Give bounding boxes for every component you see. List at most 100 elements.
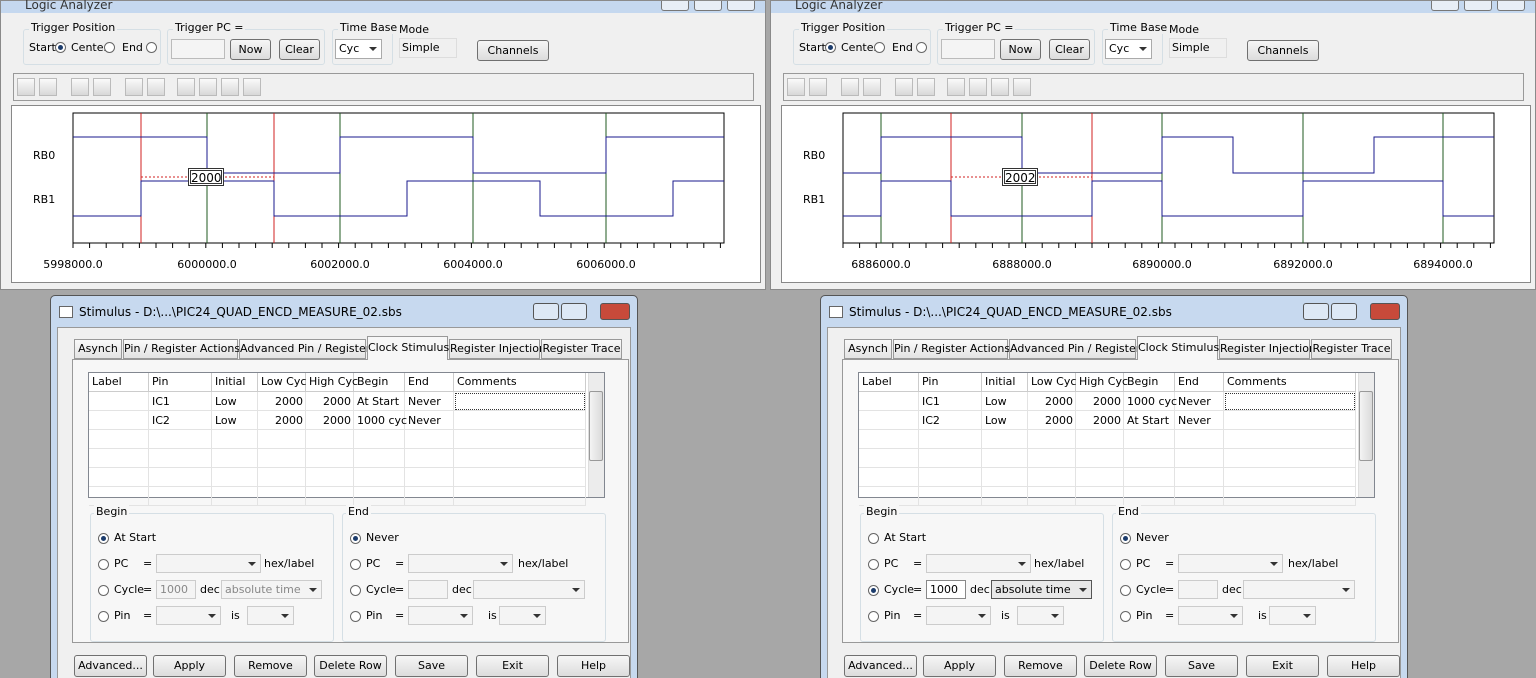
radio[interactable] (916, 42, 927, 53)
radio[interactable] (98, 533, 109, 544)
radio-label[interactable]: Never (366, 531, 399, 544)
button[interactable]: Save (1165, 655, 1238, 677)
radio[interactable] (350, 559, 361, 570)
tool-icon[interactable] (243, 78, 261, 96)
text-field[interactable]: 1000 (926, 580, 966, 599)
text-field[interactable] (408, 580, 448, 599)
window-control[interactable] (533, 303, 559, 320)
radio[interactable] (350, 585, 361, 596)
tool-icon[interactable] (177, 78, 195, 96)
combo[interactable] (408, 606, 473, 625)
window-control[interactable] (661, 1, 689, 11)
tool-icon[interactable] (947, 78, 965, 96)
tool-icon[interactable] (93, 78, 111, 96)
button[interactable]: Help (557, 655, 630, 677)
radio[interactable] (98, 559, 109, 570)
tool-icon[interactable] (841, 78, 859, 96)
button[interactable]: Advanced... (844, 655, 917, 677)
window-control[interactable] (1464, 1, 1492, 11)
tool-icon[interactable] (1013, 78, 1031, 96)
radio-label[interactable]: At Start (884, 531, 927, 544)
radio[interactable] (104, 42, 115, 53)
window-control[interactable] (1303, 303, 1329, 320)
button[interactable]: Exit (1246, 655, 1319, 677)
combo[interactable] (1178, 606, 1243, 625)
tab[interactable]: Register Injection (449, 339, 546, 359)
radio-label[interactable]: Center (71, 41, 109, 54)
tool-icon[interactable] (125, 78, 143, 96)
button[interactable]: Apply (923, 655, 996, 677)
tool-icon[interactable] (917, 78, 935, 96)
text-field[interactable]: 1000 (156, 580, 196, 599)
radio[interactable] (874, 42, 885, 53)
button[interactable]: Now (230, 39, 271, 60)
radio[interactable] (1120, 559, 1131, 570)
tool-icon[interactable] (221, 78, 239, 96)
window-control[interactable] (1497, 1, 1525, 11)
window-control[interactable] (727, 1, 755, 11)
button[interactable]: Delete Row (314, 655, 387, 677)
button[interactable]: Save (395, 655, 468, 677)
dropdown[interactable]: absolute time (221, 580, 322, 599)
radio[interactable] (1120, 585, 1131, 596)
combo[interactable] (408, 554, 513, 573)
tool-icon[interactable] (39, 78, 57, 96)
button[interactable]: Apply (153, 655, 226, 677)
radio-label[interactable]: Cycle (1136, 583, 1167, 596)
window-control[interactable] (561, 303, 587, 320)
dropdown[interactable]: absolute time (991, 580, 1092, 599)
radio-label[interactable]: PC (366, 557, 381, 570)
tool-icon[interactable] (147, 78, 165, 96)
button[interactable]: Now (1000, 39, 1041, 60)
radio[interactable] (146, 42, 157, 53)
button[interactable]: Exit (476, 655, 549, 677)
radio-label[interactable]: Center (841, 41, 879, 54)
radio-label[interactable]: Pin (366, 609, 383, 622)
window-control[interactable] (694, 1, 722, 11)
tab-active[interactable]: Clock Stimulus (1137, 336, 1219, 360)
radio-label[interactable]: Cycle (114, 583, 145, 596)
radio-label[interactable]: End (122, 41, 143, 54)
tool-icon[interactable] (199, 78, 217, 96)
button[interactable]: Clear (1049, 39, 1090, 60)
combo[interactable]: Cyc (335, 39, 382, 59)
text-field[interactable] (1178, 580, 1218, 599)
radio[interactable] (1120, 611, 1131, 622)
tool-icon[interactable] (809, 78, 827, 96)
tool-icon[interactable] (71, 78, 89, 96)
button[interactable]: Delete Row (1084, 655, 1157, 677)
radio-label[interactable]: Pin (114, 609, 131, 622)
pc-input[interactable] (171, 39, 225, 59)
radio[interactable] (350, 533, 361, 544)
button[interactable]: Remove (1004, 655, 1077, 677)
tab[interactable]: Pin / Register Actions (123, 339, 240, 359)
tab[interactable]: Advanced Pin / Register (239, 339, 370, 359)
tab[interactable]: Advanced Pin / Register (1009, 339, 1140, 359)
window-control[interactable] (600, 303, 630, 320)
tool-icon[interactable] (991, 78, 1009, 96)
tool-icon[interactable] (895, 78, 913, 96)
radio-label[interactable]: Pin (884, 609, 901, 622)
radio[interactable] (98, 611, 109, 622)
radio[interactable] (1120, 533, 1131, 544)
radio-label[interactable]: Cycle (884, 583, 915, 596)
tab[interactable]: Register Injection (1219, 339, 1316, 359)
tab[interactable]: Asynch (74, 339, 122, 359)
radio-label[interactable]: Start (799, 41, 826, 54)
dropdown[interactable] (473, 580, 585, 599)
tab[interactable]: Pin / Register Actions (893, 339, 1010, 359)
combo[interactable] (926, 606, 991, 625)
combo[interactable]: Cyc (1105, 39, 1152, 59)
button[interactable]: Channels (1247, 40, 1319, 61)
tab[interactable]: Register Trace (1311, 339, 1392, 359)
tool-icon[interactable] (17, 78, 35, 96)
button[interactable]: Clear (279, 39, 320, 60)
radio-label[interactable]: Start (29, 41, 56, 54)
radio[interactable] (55, 42, 66, 53)
radio[interactable] (868, 533, 879, 544)
combo[interactable] (926, 554, 1031, 573)
radio[interactable] (868, 585, 879, 596)
tool-icon[interactable] (969, 78, 987, 96)
scroll-thumb[interactable] (589, 391, 603, 461)
combo[interactable] (1269, 606, 1316, 625)
